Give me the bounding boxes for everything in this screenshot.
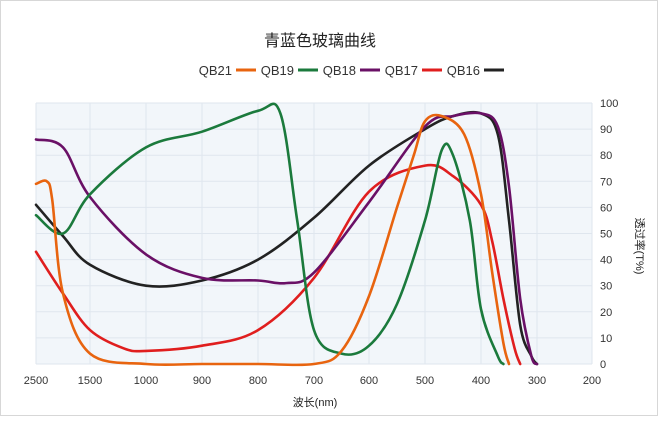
series-line-qb17 <box>34 163 522 366</box>
y-tick-label: 90 <box>600 124 612 136</box>
legend-item-qb17[interactable]: QB17 <box>385 63 442 78</box>
x-tick-label: 900 <box>193 375 211 387</box>
x-tick-label: 700 <box>305 375 323 387</box>
series-line-qb19 <box>34 102 505 366</box>
x-tick-label: 200 <box>583 375 601 387</box>
legend-item-qb18[interactable]: QB18 <box>323 63 380 78</box>
legend-item-qb19[interactable]: QB19 <box>261 63 318 78</box>
series-lines <box>34 102 539 367</box>
y-tick-label: 20 <box>600 307 612 319</box>
y-tick-label: 50 <box>600 229 612 241</box>
y-tick-label: 30 <box>600 281 612 293</box>
legend: QB16 QB17 QB18 QB19 QB21 <box>199 63 504 78</box>
y-tick-label: 100 <box>600 98 618 110</box>
series-line-qb21 <box>34 113 511 367</box>
x-tick-label: 2500 <box>24 375 48 387</box>
y-axis: 0 10 20 30 40 50 60 70 80 90 100 <box>600 98 618 371</box>
legend-item-qb21[interactable]: QB21 <box>199 63 256 78</box>
x-axis-label: 波长(nm) <box>293 396 338 409</box>
x-tick-label: 1000 <box>134 375 158 387</box>
legend-label: QB17 <box>385 63 418 78</box>
y-tick-label: 40 <box>600 255 612 267</box>
series-line-qb16 <box>34 110 539 366</box>
y-tick-label: 10 <box>600 333 612 345</box>
x-tick-label: 300 <box>528 375 546 387</box>
chart-title: 青蓝色玻璃曲线 <box>264 32 376 50</box>
x-tick-label: 1500 <box>78 375 102 387</box>
y-tick-label: 0 <box>600 359 606 371</box>
legend-label: QB16 <box>447 63 480 78</box>
plot-area: 2500 1500 1000 900 800 700 600 500 400 300 200 0 10 2… <box>24 98 619 387</box>
legend-label: QB19 <box>261 63 294 78</box>
x-axis: 2500 1500 1000 900 800 700 600 500 400 300 200 <box>24 375 601 387</box>
y-tick-label: 80 <box>600 150 612 162</box>
legend-label: QB21 <box>199 63 232 78</box>
x-tick-label: 500 <box>416 375 434 387</box>
legend-label: QB18 <box>323 63 356 78</box>
y-tick-label: 70 <box>600 176 612 188</box>
series-line-qb18 <box>34 111 539 366</box>
x-tick-label: 400 <box>472 375 490 387</box>
x-tick-label: 800 <box>249 375 267 387</box>
y-axis-label: 透过率(T%) <box>633 218 647 275</box>
legend-item-qb16[interactable]: QB16 <box>447 63 504 78</box>
y-tick-label: 60 <box>600 202 612 214</box>
x-tick-label: 600 <box>360 375 378 387</box>
